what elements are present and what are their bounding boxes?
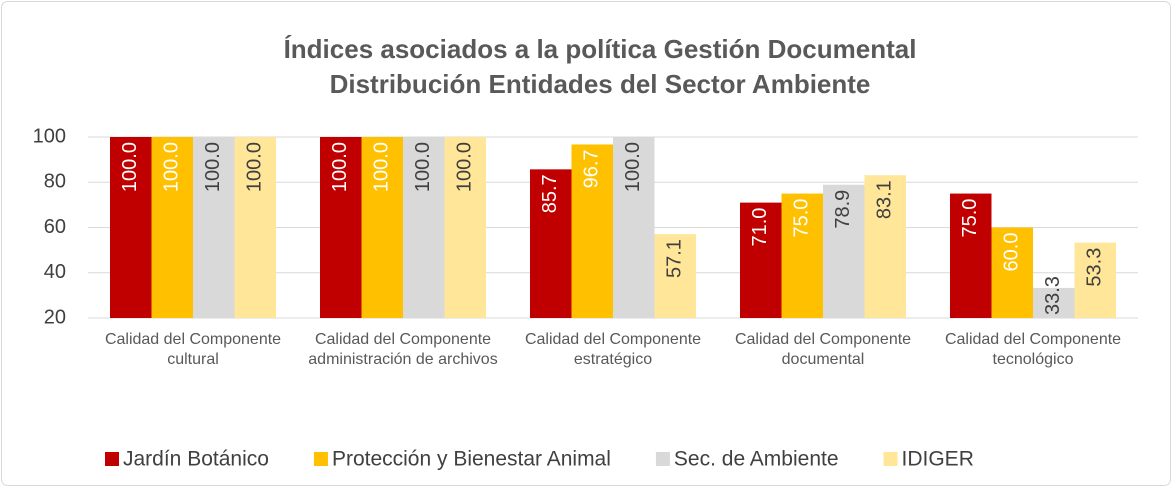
data-label: 57.1 (664, 239, 686, 278)
y-tick-label: 40 (44, 261, 66, 283)
data-label: 78.9 (832, 190, 854, 229)
data-label: 100.0 (329, 142, 351, 192)
data-label: 100.0 (454, 142, 476, 192)
y-tick-label: 20 (44, 306, 66, 328)
bar (1074, 242, 1116, 318)
bar (1033, 287, 1075, 318)
bar (110, 137, 152, 318)
y-tick-label: 80 (44, 171, 66, 193)
legend-swatch (883, 452, 898, 466)
legend-swatch (655, 452, 670, 466)
bar (740, 202, 782, 318)
x-tick-label: Calidad del Componente tecnológico (944, 331, 1122, 368)
bar (151, 137, 193, 318)
chart-title: Índices asociados a la política Gestión … (284, 34, 917, 64)
bar (823, 184, 865, 318)
data-label: 71.0 (749, 208, 771, 247)
data-label: 100.0 (244, 142, 266, 192)
data-label: 100.0 (412, 142, 434, 192)
data-label: 100.0 (371, 142, 393, 192)
legend-swatch (313, 452, 328, 466)
chart-subtitle: Distribución Entidades del Sector Ambien… (330, 69, 871, 99)
bar (193, 137, 235, 318)
data-label: 83.1 (874, 180, 896, 219)
x-tick-label: Calidad del Componente documental (734, 331, 912, 368)
y-tick-label: 60 (44, 216, 66, 238)
data-label: 60.0 (1001, 233, 1023, 272)
bar (654, 234, 696, 318)
bar (444, 137, 486, 318)
bar (781, 193, 823, 318)
legend-label: Sec. de Ambiente (674, 448, 839, 471)
bar (320, 137, 362, 318)
x-tick-label: Calidad del Componente administración de… (308, 331, 498, 368)
data-label: 33.3 (1042, 276, 1064, 315)
data-label: 100.0 (161, 142, 183, 192)
bar (403, 137, 445, 318)
data-label: 75.0 (791, 199, 813, 238)
bar (530, 169, 572, 318)
data-label: 85.7 (539, 174, 561, 213)
legend-label: Jardín Botánico (123, 448, 269, 471)
bar (864, 175, 906, 318)
data-label: 100.0 (202, 142, 224, 192)
bar (234, 137, 276, 318)
bar (950, 193, 992, 318)
data-label: 100.0 (622, 142, 644, 192)
data-label: 75.0 (959, 199, 981, 238)
legend-label: IDIGER (902, 448, 974, 471)
data-label: 100.0 (119, 142, 141, 192)
legend-label: Protección y Bienestar Animal (332, 448, 611, 471)
bar (571, 144, 613, 318)
x-tick-label: Calidad del Componente estratégico (524, 331, 702, 368)
bar (991, 227, 1033, 318)
y-tick-label: 100 (33, 125, 66, 147)
x-tick-label: Calidad del Componente cultural (104, 331, 282, 368)
legend-swatch (105, 452, 119, 466)
data-label: 53.3 (1084, 248, 1106, 287)
bar (613, 137, 655, 318)
bar (361, 137, 403, 318)
data-label: 96.7 (581, 149, 603, 188)
